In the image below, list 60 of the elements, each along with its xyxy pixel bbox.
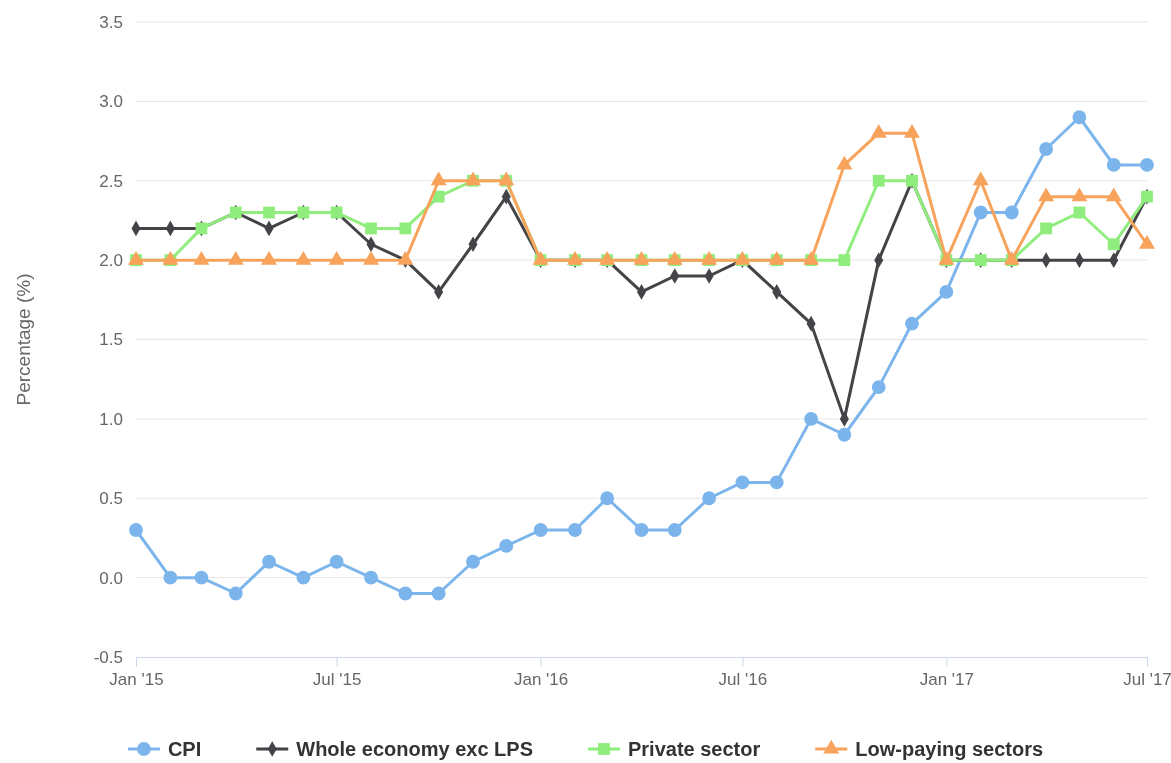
point bbox=[329, 554, 344, 569]
point bbox=[702, 491, 717, 506]
point bbox=[667, 523, 682, 537]
y-tick-label: 3.0 bbox=[99, 92, 123, 112]
point bbox=[600, 491, 615, 506]
y-tick-label: 2.5 bbox=[99, 171, 123, 191]
point bbox=[1072, 110, 1087, 125]
point bbox=[129, 523, 143, 537]
point bbox=[735, 475, 750, 490]
point bbox=[533, 523, 548, 537]
point bbox=[939, 284, 954, 299]
x-tick-label: Jan '15 bbox=[109, 670, 164, 690]
y-tick-label: 1.5 bbox=[99, 330, 123, 350]
point bbox=[432, 190, 445, 203]
legend-label: Private sector bbox=[627, 738, 761, 760]
y-tick-label: 1.0 bbox=[99, 409, 123, 429]
point bbox=[568, 523, 582, 537]
y-tick-label: 0.5 bbox=[99, 489, 123, 509]
point bbox=[837, 427, 852, 442]
point bbox=[263, 206, 275, 219]
point bbox=[499, 538, 514, 553]
y-axis-title: Percentage (%) bbox=[13, 273, 34, 406]
legend-label: Whole economy exc LPS bbox=[296, 738, 533, 760]
point bbox=[1073, 206, 1086, 219]
point bbox=[1140, 157, 1154, 172]
point bbox=[399, 222, 412, 235]
x-tick-label: Jul '17 bbox=[1123, 670, 1171, 690]
point bbox=[1106, 157, 1121, 172]
point bbox=[973, 205, 988, 220]
point bbox=[872, 174, 885, 187]
point bbox=[364, 570, 378, 585]
x-tick-label: Jan '16 bbox=[513, 670, 569, 690]
point bbox=[163, 570, 178, 585]
point bbox=[871, 380, 886, 395]
legend-label: Low-paying sectors bbox=[855, 738, 1044, 760]
point bbox=[769, 475, 784, 490]
point bbox=[194, 570, 209, 585]
x-tick-label: Jan '17 bbox=[919, 670, 974, 690]
point bbox=[398, 586, 413, 601]
point bbox=[838, 254, 851, 267]
y-tick-label: 2.0 bbox=[99, 251, 123, 271]
point bbox=[634, 523, 649, 537]
point bbox=[296, 570, 311, 585]
point bbox=[466, 554, 480, 569]
point bbox=[905, 316, 919, 331]
point bbox=[1107, 238, 1120, 251]
x-tick-label: Jul '16 bbox=[718, 670, 768, 690]
point bbox=[365, 222, 377, 235]
y-tick-label: -0.5 bbox=[93, 647, 123, 667]
point bbox=[262, 554, 276, 569]
x-tick-label: Jul '15 bbox=[312, 670, 362, 690]
point bbox=[1039, 142, 1054, 156]
y-tick-label: 3.5 bbox=[99, 12, 123, 32]
point bbox=[804, 411, 819, 426]
point bbox=[1040, 222, 1053, 235]
point bbox=[431, 586, 446, 601]
point bbox=[1004, 205, 1019, 220]
y-tick-label: 0.0 bbox=[99, 568, 123, 588]
point bbox=[228, 586, 243, 601]
legend-label: CPI bbox=[167, 738, 202, 760]
